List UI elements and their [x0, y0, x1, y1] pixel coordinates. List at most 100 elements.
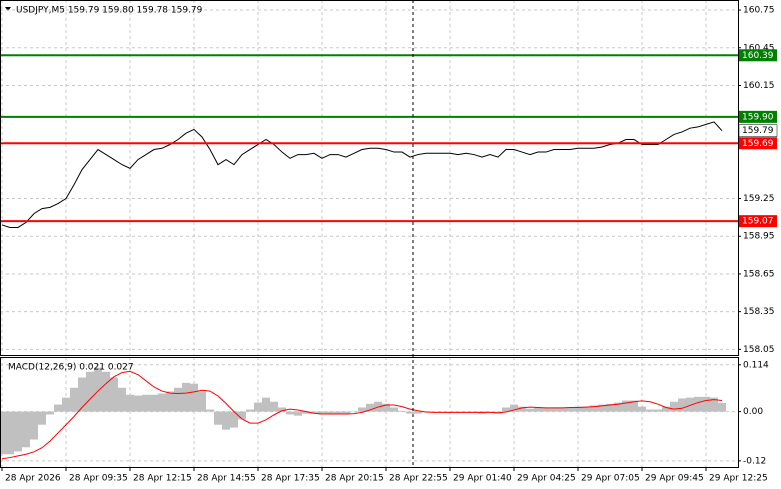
macd-bar — [462, 411, 470, 413]
macd-bar — [406, 411, 414, 414]
macd-bar — [662, 406, 670, 412]
macd-bar — [638, 406, 646, 412]
macd-bar — [14, 411, 22, 452]
macd-bar — [446, 411, 454, 413]
x-tick-label: 28 Apr 14:55 — [197, 474, 256, 484]
macd-bar — [414, 411, 422, 414]
chart-title: USDJPY,M5 159.79 159.80 159.78 159.79 — [16, 6, 203, 16]
macd-bar — [126, 394, 134, 412]
macd-bar — [206, 409, 214, 412]
x-tick-label: 29 Apr 07:05 — [581, 474, 640, 484]
macd-bar — [230, 411, 238, 428]
macd-bar — [70, 387, 78, 412]
level-label-box — [739, 49, 777, 62]
macd-bar — [286, 411, 294, 415]
macd-bar — [518, 406, 526, 412]
macd-bar — [302, 411, 310, 414]
panel-border — [0, 357, 739, 468]
macd-bar — [390, 407, 398, 412]
macd-bar — [94, 367, 102, 412]
macd-bar — [270, 401, 278, 412]
level-label-box — [739, 110, 777, 123]
macd-bar — [166, 391, 174, 412]
macd-bar — [102, 371, 110, 412]
macd-bar — [654, 409, 662, 412]
y-tick-label: 160.45 — [743, 43, 775, 53]
macd-bar — [430, 411, 438, 413]
macd-bar — [622, 400, 630, 412]
macd-bar — [158, 393, 166, 412]
macd-bar — [526, 408, 534, 412]
macd-bar — [190, 383, 198, 412]
macd-bar — [246, 409, 254, 412]
macd-bar — [718, 402, 726, 412]
y-tick-label: 159.25 — [743, 194, 775, 204]
macd-bar — [62, 397, 70, 412]
signal-line — [1, 370, 723, 460]
macd-bar — [0, 411, 6, 455]
level-label-box — [739, 215, 777, 228]
macd-bar — [694, 396, 702, 412]
panel-border — [0, 0, 739, 356]
y-tick-label: 158.05 — [743, 345, 775, 355]
x-tick-label: 29 Apr 04:25 — [517, 474, 576, 484]
macd-bar — [334, 411, 342, 414]
macd-bar — [182, 382, 190, 412]
macd-bar — [566, 407, 574, 412]
macd-bar — [502, 407, 510, 412]
x-tick-label: 28 Apr 17:35 — [261, 474, 320, 484]
macd-bar — [590, 405, 598, 412]
macd-bar — [222, 411, 230, 430]
macd-bar — [46, 411, 54, 415]
macd-bar — [38, 411, 46, 425]
y-tick-label: 158.35 — [743, 307, 775, 317]
level-label: 160.39 — [742, 51, 774, 61]
macd-bar — [582, 406, 590, 412]
macd-bar — [630, 400, 638, 412]
y-tick-label: 158.65 — [743, 269, 775, 279]
x-tick-label: 28 Apr 22:55 — [389, 474, 448, 484]
macd-bar — [358, 407, 366, 412]
macd-bar — [342, 411, 350, 415]
y-tick-label: 158.95 — [743, 232, 775, 242]
macd-bar — [542, 407, 550, 412]
menu-arrow[interactable] — [5, 7, 11, 11]
x-tick-label: 28 Apr 12:15 — [133, 474, 192, 484]
macd-bar — [150, 394, 158, 412]
macd-bar — [174, 387, 182, 412]
macd-bar — [214, 411, 222, 425]
macd-bar — [534, 407, 542, 412]
macd-bar — [294, 411, 302, 416]
macd-bar — [670, 401, 678, 412]
macd-bar — [30, 411, 38, 440]
macd-bar — [398, 410, 406, 412]
macd-bar — [350, 411, 358, 413]
x-tick-label: 29 Apr 09:45 — [645, 474, 704, 484]
macd-bar — [614, 402, 622, 412]
y-tick-label: 0.114 — [743, 360, 769, 370]
x-tick-label: 28 Apr 09:35 — [69, 474, 128, 484]
macd-bar — [110, 377, 118, 412]
last-price-label: 159.79 — [742, 126, 774, 136]
macd-bar — [366, 403, 374, 412]
macd-bar — [198, 391, 206, 412]
x-tick-label: 29 Apr 01:40 — [453, 474, 512, 484]
macd-bar — [86, 371, 94, 412]
macd-bar — [702, 396, 710, 412]
x-tick-label: 28 Apr 2026 — [5, 474, 61, 484]
macd-bar — [326, 411, 334, 414]
x-tick-label: 28 Apr 20:15 — [325, 474, 384, 484]
macd-bar — [646, 409, 654, 412]
y-tick-label: -0.12 — [743, 456, 766, 466]
macd-bar — [558, 407, 566, 412]
macd-bar — [54, 404, 62, 412]
macd-bar — [118, 387, 126, 412]
macd-bar — [510, 404, 518, 412]
macd-bar — [238, 411, 246, 420]
level-label: 159.90 — [742, 112, 774, 122]
macd-bar — [78, 377, 86, 412]
level-label: 159.07 — [742, 217, 774, 227]
macd-bar — [134, 395, 142, 412]
